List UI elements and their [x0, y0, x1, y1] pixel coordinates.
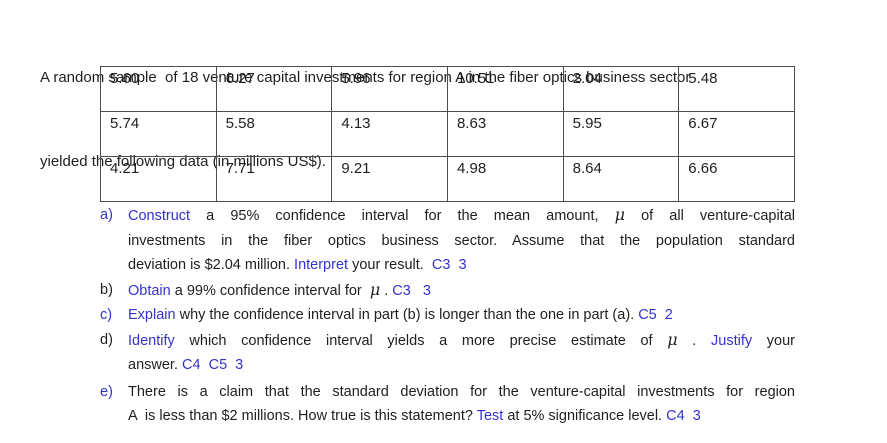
question-d-label: d) [100, 331, 113, 348]
investment-data-table: 5.60 6.27 5.96 10.51 2.04 5.48 5.74 5.58… [100, 66, 795, 202]
text-segment: a 95% confidence interval for the mean a… [190, 208, 615, 224]
text-segment: μ [667, 329, 678, 349]
text-segment: Explain [128, 307, 176, 323]
question-d: d) Identify which confidence interval yi… [100, 328, 795, 378]
text-segment: Test [476, 408, 504, 424]
table-cell: 5.95 [562, 111, 680, 157]
text-segment: your [752, 332, 795, 349]
text-segment: . [677, 332, 712, 349]
text-segment: Obtain [128, 282, 171, 299]
question-b-line-1: Obtain a 99% confidence interval for μ .… [128, 278, 795, 304]
text-segment: Identify [128, 332, 175, 349]
text-segment: answer. [128, 357, 182, 373]
table-cell: 7.71 [215, 156, 333, 202]
text-segment: There is a claim that the standard devia… [128, 383, 795, 400]
question-e: e) There is a claim that the standard de… [100, 380, 795, 429]
question-c-line-1: Explain why the confidence interval in p… [128, 303, 795, 328]
question-d-line-2: answer. C4 C5 3 [128, 353, 795, 378]
table-cell: 4.21 [100, 156, 217, 202]
question-list: a) Construct a 95% confidence interval f… [100, 203, 795, 429]
table-row: 5.60 6.27 5.96 10.51 2.04 5.48 [100, 66, 795, 112]
question-e-line-2: A is less than $2 millions. How true is … [128, 404, 795, 429]
question-a-line-3: deviation is $2.04 million. Interpret yo… [128, 253, 795, 278]
table-cell: 4.13 [331, 111, 448, 157]
text-segment: . [380, 282, 393, 299]
question-d-line-1: Identify which confidence interval yield… [128, 328, 795, 354]
table-cell: 6.27 [215, 66, 333, 112]
table-cell: 10.51 [446, 66, 564, 112]
text-segment: which confidence interval yields a more … [174, 332, 668, 349]
text-segment: your result. [348, 257, 432, 273]
question-a-label: a) [100, 207, 113, 223]
question-b-label: b) [100, 281, 113, 298]
text-segment: of all venture-capital [625, 208, 795, 224]
text-segment: C4 3 [666, 408, 701, 424]
question-a-line-2: investments in the fiber optics business… [128, 229, 795, 254]
question-a: a) Construct a 95% confidence interval f… [100, 203, 795, 278]
text-segment: C3 3 [392, 282, 431, 299]
question-c-label: c) [100, 307, 113, 323]
table-cell: 9.21 [331, 156, 448, 202]
table-cell: 4.98 [446, 156, 564, 202]
table-row: 5.74 5.58 4.13 8.63 5.95 6.67 [100, 111, 795, 157]
table-cell: 5.60 [100, 66, 217, 112]
table-cell: 8.63 [446, 111, 564, 157]
text-segment: μ [369, 279, 381, 299]
table-cell: 6.67 [678, 111, 795, 157]
table-cell: 6.66 [678, 156, 795, 202]
question-e-line-1: There is a claim that the standard devia… [128, 380, 795, 405]
text-segment: Construct [128, 208, 191, 224]
question-a-line-1: Construct a 95% confidence interval for … [128, 203, 795, 229]
table-row: 4.21 7.71 9.21 4.98 8.64 6.66 [100, 156, 795, 202]
text-segment: a 99% confidence interval for [170, 282, 370, 299]
table-cell: 5.58 [215, 111, 333, 157]
text-segment: A is less than $2 millions. How true is … [128, 408, 477, 424]
question-e-label: e) [100, 383, 113, 400]
text-segment: μ [614, 205, 625, 224]
text-segment: investments in the fiber optics business… [128, 232, 795, 249]
text-segment: Justify [711, 332, 753, 349]
table-cell: 5.48 [678, 66, 795, 112]
text-segment: at 5% significance level. [503, 408, 667, 424]
text-segment: deviation is $2.04 million. [128, 257, 295, 273]
table-cell: 5.96 [331, 66, 448, 112]
table-cell: 8.64 [562, 156, 680, 202]
text-segment: C4 C5 3 [182, 357, 244, 373]
text-segment: C5 2 [638, 307, 673, 323]
table-cell: 5.74 [100, 111, 217, 157]
table-cell: 2.04 [562, 66, 680, 112]
text-segment: C3 3 [431, 257, 467, 273]
text-segment: why the confidence interval in part (b) … [175, 307, 639, 323]
text-segment: Interpret [294, 257, 349, 273]
question-b: b) Obtain a 99% confidence interval for … [100, 278, 795, 304]
question-c: c) Explain why the confidence interval i… [100, 303, 795, 328]
